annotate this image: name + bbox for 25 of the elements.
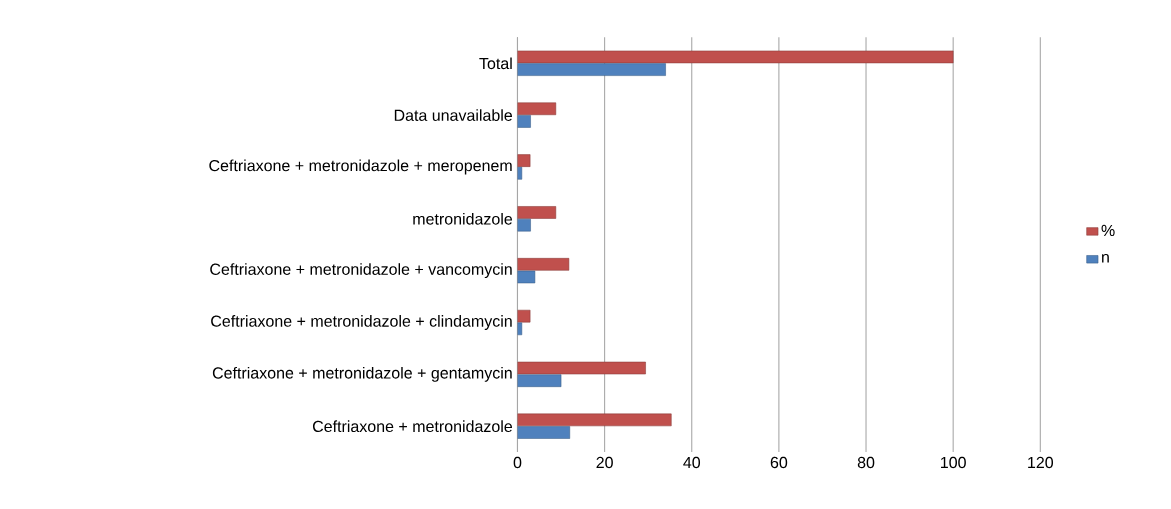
y-tick-label: Ceftriaxone + metronidazole + vancomycin <box>210 262 512 278</box>
x-tick-label: 20 <box>596 456 613 468</box>
x-tick-label: 100 <box>941 456 966 468</box>
bar <box>517 166 523 180</box>
y-tick-label: Data unavailable <box>394 109 513 121</box>
y-tick-label: Ceftriaxone + metronidazole + clindamycin <box>211 314 512 330</box>
x-tick-label: 40 <box>683 456 701 468</box>
y-tick-label: Ceftriaxone + metronidazole + meropenem <box>209 159 512 175</box>
x-tick-label: 120 <box>1028 456 1054 468</box>
x-tick-label: 60 <box>770 456 788 468</box>
bar <box>517 426 571 439</box>
bar <box>517 374 562 387</box>
legend-label: n <box>1102 253 1109 263</box>
y-tick-label: metronidazole <box>413 212 513 225</box>
y-tick-label: Ceftriaxone + metronidazole + gentamycin <box>212 366 512 382</box>
y-tick-label: Ceftriaxone + metronidazole <box>312 420 513 432</box>
bar <box>517 114 531 128</box>
bar <box>517 63 666 76</box>
y-tick-label: Total <box>479 57 512 69</box>
bar <box>517 270 536 284</box>
x-tick-label: 80 <box>857 456 875 468</box>
x-tick-label: 0 <box>513 456 522 468</box>
bar <box>517 218 531 232</box>
bar <box>517 322 523 335</box>
legend-label: % <box>1101 224 1115 236</box>
